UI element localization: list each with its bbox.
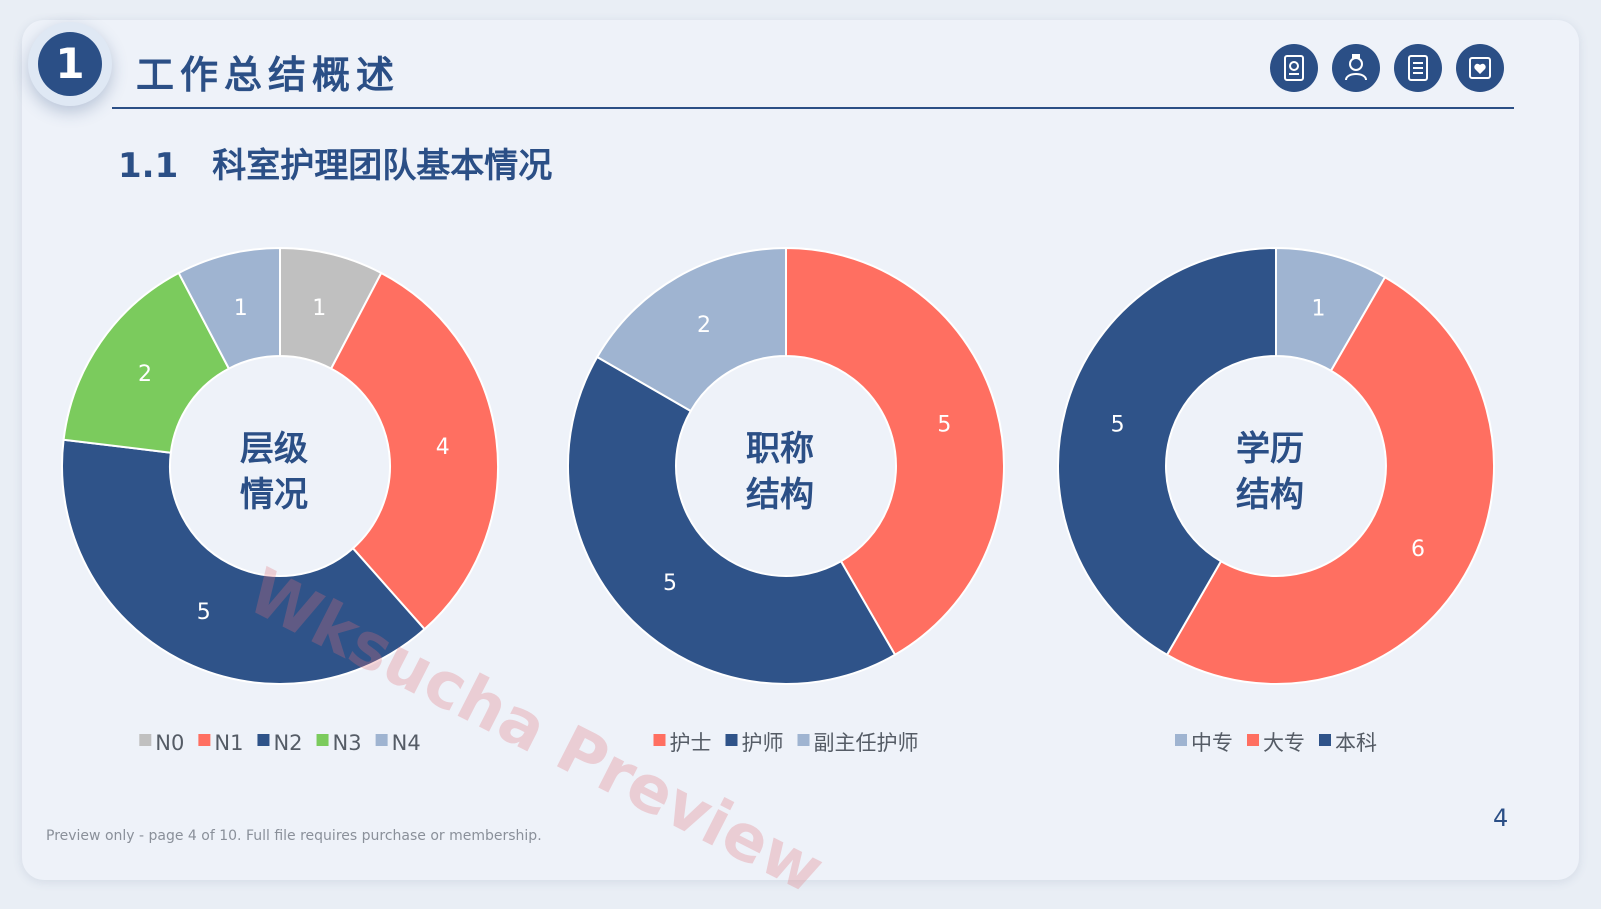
donut-center-label: 情况 xyxy=(240,475,308,515)
legend-swatch xyxy=(1175,734,1187,746)
slice-value-label: 1 xyxy=(312,296,326,321)
legend-swatch xyxy=(198,734,211,746)
donut-slice-N2 xyxy=(61,438,426,685)
donut-center-label: 层级 xyxy=(240,429,308,469)
donut-slice-N4 xyxy=(177,246,281,370)
legend-label: N2 xyxy=(273,731,302,755)
legend-swatch xyxy=(316,734,329,746)
legend-swatch xyxy=(653,734,666,746)
donut-slice-N3 xyxy=(62,271,231,454)
nurse-icon xyxy=(1332,44,1380,92)
donut-center-label: 结构 xyxy=(746,475,814,515)
slice-value-label: 5 xyxy=(197,600,211,625)
slice-value-label: 5 xyxy=(663,571,677,596)
page-number: 4 xyxy=(1493,804,1509,832)
section-subtitle: 1.1 科室护理团队基本情况 xyxy=(118,138,552,187)
subtitle-text: 科室护理团队基本情况 xyxy=(212,146,553,186)
legend-swatch xyxy=(1319,734,1331,746)
legend-swatch xyxy=(1247,734,1259,746)
legend-label: N1 xyxy=(214,731,243,755)
chart-legend: 中专 大专 本科 xyxy=(1175,731,1377,755)
slice-value-label: 6 xyxy=(1411,537,1425,562)
medical-report-icon xyxy=(1270,44,1318,92)
legend-label: 大专 xyxy=(1263,731,1305,755)
legend-label: N4 xyxy=(392,731,421,755)
checklist-icon xyxy=(1394,44,1442,92)
slice-value-label: 5 xyxy=(937,413,951,438)
donut-slice-护士 xyxy=(785,246,1005,657)
subtitle-number: 1.1 xyxy=(118,146,179,186)
chart-legend: 护士 护师 副主任护师 xyxy=(653,731,919,755)
donut-slice-本科 xyxy=(1057,246,1277,657)
donut-center-label: 学历 xyxy=(1236,429,1304,469)
page-title: 工作总结概述 xyxy=(136,53,401,97)
slice-value-label: 5 xyxy=(1111,413,1125,438)
slice-value-label: 4 xyxy=(436,435,450,460)
legend-swatch xyxy=(375,734,388,746)
legend-swatch xyxy=(257,734,270,746)
slice-value-label: 1 xyxy=(1311,297,1325,322)
donut-slice-副主任护师 xyxy=(595,246,787,413)
donut-center-label: 结构 xyxy=(1236,475,1304,515)
donut-slice-N1 xyxy=(329,271,499,631)
legend-label: 副主任护师 xyxy=(814,731,919,755)
legend-swatch xyxy=(797,734,810,746)
chart-legend: N0 N1 N2 N3 N4 xyxy=(139,731,421,755)
legend-label: 本科 xyxy=(1335,731,1377,755)
donut-slice-护师 xyxy=(567,355,897,685)
legend-swatch xyxy=(725,734,738,746)
legend-label: 护士 xyxy=(670,731,712,755)
donut-center-label: 职称 xyxy=(746,429,814,469)
legend-label: N3 xyxy=(333,731,362,755)
footer-note: Preview only - page 4 of 10. Full file r… xyxy=(46,828,542,844)
legend-swatch xyxy=(139,734,152,746)
title-divider xyxy=(112,107,1514,109)
slice-value-label: 1 xyxy=(234,296,248,321)
legend-label: 中专 xyxy=(1191,731,1233,755)
legend-label: N0 xyxy=(155,731,184,755)
donut-slice-大专 xyxy=(1165,275,1495,685)
slice-value-label: 2 xyxy=(138,362,152,387)
legend-label: 护师 xyxy=(742,731,784,755)
clipboard-heart-icon xyxy=(1456,44,1504,92)
slice-value-label: 2 xyxy=(697,313,711,338)
section-number-badge: 1 xyxy=(38,32,102,96)
